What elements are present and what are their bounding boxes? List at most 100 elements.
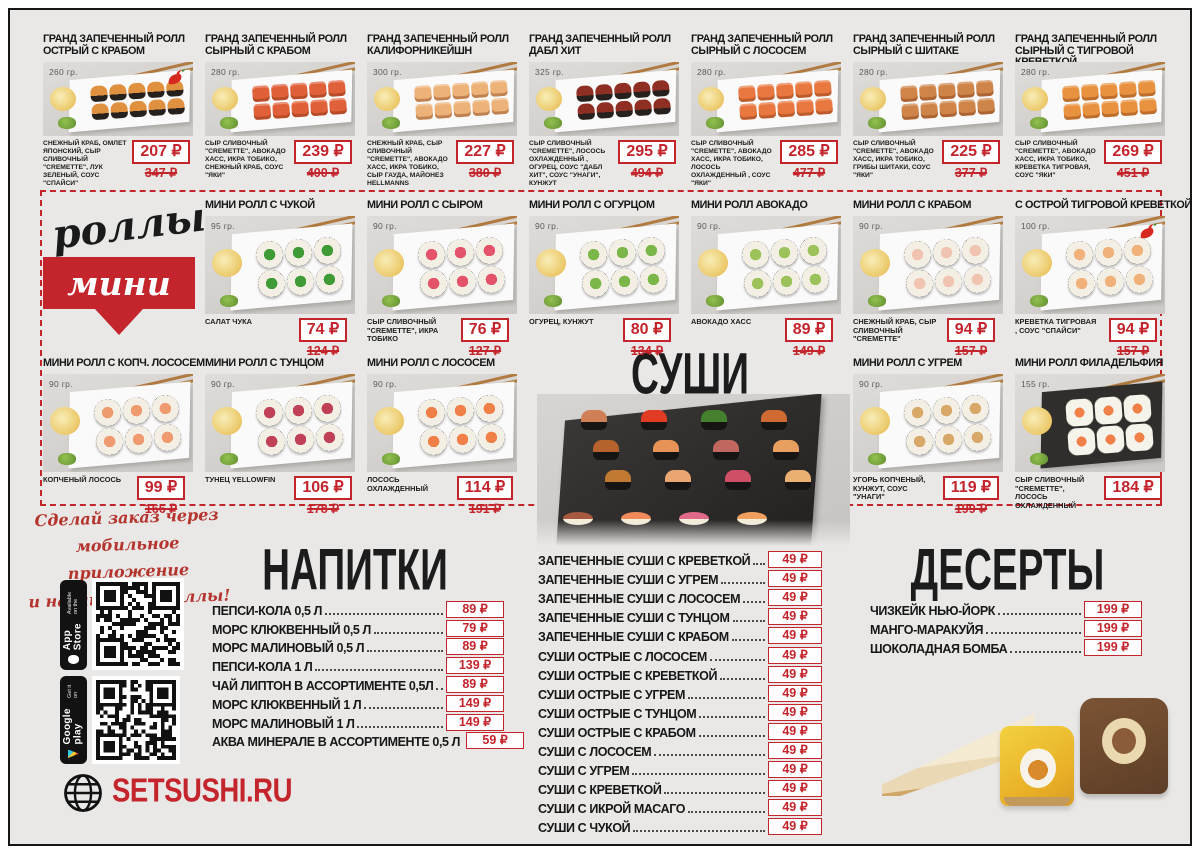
sushi-roll [934, 267, 963, 296]
apple-logo-icon [68, 655, 79, 664]
sushi-roll [417, 398, 446, 427]
sushi-roll [741, 240, 770, 269]
list-item-price: 49 ₽ [768, 665, 822, 683]
sushi-roll [632, 81, 651, 99]
sushi-roll [451, 82, 470, 100]
dotted-leader [315, 669, 443, 672]
sushi-roll [475, 394, 504, 423]
sushi-roll [615, 100, 634, 118]
list-item-price: 199 ₽ [1084, 620, 1142, 638]
sushi-roll [775, 82, 794, 100]
item-weight: 155 гр. [1021, 379, 1050, 389]
sushi-roll [575, 85, 595, 103]
drinks-section-title: НАПИТКИ [262, 535, 448, 603]
price-column: 76 ₽ 127 ₽ [453, 318, 517, 358]
sushi-roll [963, 265, 992, 294]
dotted-leader [664, 792, 765, 795]
sushi-roll [129, 100, 148, 118]
list-item-price: 49 ₽ [768, 799, 822, 817]
app-store-badge[interactable]: Available on the App Store [60, 580, 87, 670]
ginger-garnish [374, 249, 404, 277]
item-title: МИНИ РОЛЛ С СЫРОМ [367, 199, 483, 211]
sushi-roll [756, 83, 775, 101]
sushi-roll [434, 101, 453, 119]
list-item-price: 89 ₽ [446, 675, 504, 693]
sushi-rolls [1055, 388, 1164, 461]
sushi-rolls [893, 388, 1002, 461]
sushi-roll [313, 236, 342, 265]
price-list-row: ЗАПЕЧЕННЫЕ СУШИ С УГРЕМ 49 ₽ [538, 568, 822, 588]
website-link[interactable]: SETSUSHI.RU [112, 772, 293, 810]
sushi-roll [1099, 82, 1118, 100]
price-list-row: ЗАПЕЧЕННЫЕ СУШИ С КРАБОМ 49 ₽ [538, 625, 822, 645]
sushi-roll [477, 265, 506, 294]
item-info-row: ОГУРЕЦ, КУНЖУТ 80 ₽ 134 ₽ [529, 317, 679, 358]
item-title: МИНИ РОЛЛ ФИЛАДЕЛЬФИЯ [1015, 357, 1163, 369]
price-list-row: СУШИ ОСТРЫЕ С КРАБОМ 49 ₽ [538, 721, 822, 740]
item-title: МИНИ РОЛЛ С ЧУКОЙ [205, 199, 315, 211]
sushi-roll [472, 99, 491, 117]
price-list-row: ЗАПЕЧЕННЫЕ СУШИ С ЛОСОСЕМ 49 ₽ [538, 587, 822, 607]
item-weight: 280 гр. [1021, 67, 1050, 77]
sushi-roll [110, 101, 129, 119]
wasabi-garnish [220, 295, 238, 307]
app-store-qr-code[interactable] [92, 578, 184, 670]
item-title: ГРАНД ЗАПЕЧЕННЫЙ РОЛЛ СЫРНЫЙ С ШИТАКЕ [853, 33, 995, 57]
ginger-garnish [1022, 249, 1052, 277]
item-info-row: СЫР СЛИВОЧНЫЙ "CREMETTE", АВОКАДО ХАСС, … [691, 140, 841, 188]
price-column: 99 ₽ 166 ₽ [129, 476, 193, 516]
item-weight: 90 гр. [535, 221, 559, 231]
item-title: МИНИ РОЛЛ С КРАБОМ [853, 199, 972, 211]
item-weight: 325 гр. [535, 67, 564, 77]
sushi-roll [976, 97, 996, 115]
price-list-row: СУШИ С УГРЕМ 49 ₽ [538, 759, 822, 779]
sushi-roll [903, 398, 932, 427]
dotted-leader [688, 811, 765, 814]
sushi-roll [1065, 398, 1094, 427]
item-old-price: 178 ₽ [306, 502, 340, 516]
sushi-roll [89, 85, 109, 103]
sushi-roll [286, 267, 315, 296]
item-photo: 325 гр. [529, 62, 679, 136]
price-column: 269 ₽ 451 ₽ [1101, 140, 1165, 180]
ginger-garnish [536, 249, 566, 277]
list-item-price: 49 ₽ [768, 570, 822, 588]
wasabi-garnish [1030, 295, 1048, 307]
price-column: 207 ₽ 347 ₽ [129, 140, 193, 188]
sushi-roll [148, 99, 167, 117]
item-price: 76 ₽ [460, 318, 510, 342]
google-play-qr-code[interactable] [92, 676, 180, 764]
dotted-leader [373, 631, 443, 634]
price-column: 285 ₽ 477 ₽ [777, 140, 841, 188]
sushi-roll [739, 103, 758, 121]
list-item-price: 59 ₽ [466, 732, 525, 750]
item-old-price: 157 ₽ [954, 344, 988, 358]
dotted-leader [436, 687, 443, 690]
item-weight: 280 гр. [697, 67, 726, 77]
menu-card: МИНИ РОЛЛ ФИЛАДЕЛЬФИЯ 155 гр. СЫР СЛИВОЧНЫ… [1015, 357, 1165, 510]
sushi-roll [1096, 267, 1125, 296]
dotted-leader [325, 612, 443, 615]
list-item-label: СУШИ ОСТРЫЕ С КРЕВЕТКОЙ [538, 668, 718, 683]
sushi-roll [577, 103, 596, 121]
sushi-roll [901, 103, 920, 121]
item-old-price: 400 ₽ [306, 166, 340, 180]
sushi-rolls [409, 71, 513, 130]
list-item-price: 49 ₽ [768, 551, 822, 569]
item-price: 99 ₽ [136, 476, 186, 500]
item-weight: 100 гр. [1021, 221, 1050, 231]
sushi-roll [108, 83, 127, 101]
item-info-row: СЫР СЛИВОЧНЫЙ "CREMETTE", АВОКАДО ХАСС, … [853, 140, 1003, 180]
mini-rolls-red-ribbon: мини [43, 257, 195, 335]
google-play-badge[interactable]: Get it on Google play [60, 676, 87, 764]
price-list-row: МОРС КЛЮКВЕННЫЙ 1 Л 149 ₽ [212, 693, 504, 712]
menu-card: ГРАНД ЗАПЕЧЕННЫЙ РОЛЛ СЫРНЫЙ С ЛОСОСЕМ 28… [691, 33, 841, 188]
menu-card: ГРАНД ЗАПЕЧЕННЫЙ РОЛЛ ДАБЛ ХИТ 325 гр. СЫР… [529, 33, 679, 188]
item-price: 119 ₽ [942, 476, 1000, 500]
wasabi-garnish [220, 117, 238, 129]
sushi-roll [932, 238, 961, 267]
list-item-price: 49 ₽ [768, 589, 822, 607]
item-title: ГРАНД ЗАПЕЧЕННЫЙ РОЛЛ КАЛИФОРНИКЕЙШН [367, 33, 509, 57]
item-price: 227 ₽ [456, 140, 514, 164]
item-title: МИНИ РОЛЛ АВОКАДО [691, 199, 808, 211]
